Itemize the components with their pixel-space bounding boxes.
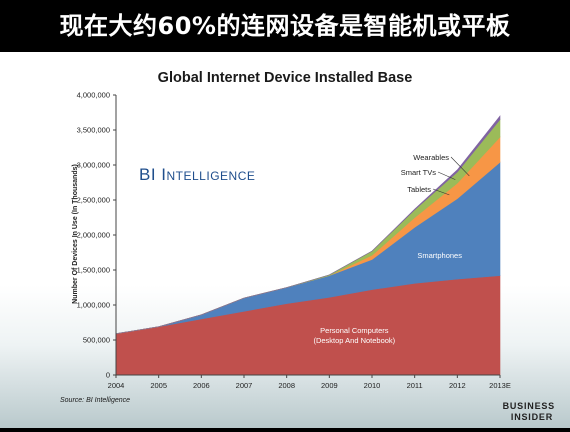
slide-title: 现在大约60%的连网设备是智能机或平板: [59, 11, 511, 40]
series-label: Smartphones: [417, 251, 462, 260]
x-tick-label: 2009: [321, 381, 338, 390]
chart-title: Global Internet Device Installed Base: [158, 70, 413, 86]
x-tick-label: 2013E: [489, 381, 511, 390]
y-axis-label: Number Of Devices In Use (In Thousands): [72, 164, 79, 304]
series-labels: Personal Computers (Desktop And Notebook)…: [313, 153, 470, 345]
y-tick-label: 2,500,000: [77, 196, 110, 205]
series-callout-line: [450, 156, 470, 177]
y-axis-ticks: 0 500,000 1,000,000 1,500,000 2,000,000 2,500…: [77, 91, 116, 380]
area-chart: Global Internet Device Installed Base BI…: [60, 70, 555, 422]
x-tick-label: 2010: [364, 381, 381, 390]
y-tick-label: 4,000,000: [77, 91, 110, 100]
chart-panel: Global Internet Device Installed Base BI…: [0, 52, 570, 428]
y-tick-label: 1,500,000: [77, 266, 110, 275]
watermark-text: BI Intelligence: [139, 165, 255, 184]
y-tick-label: 1,000,000: [77, 301, 110, 310]
x-tick-label: 2007: [236, 381, 253, 390]
y-tick-label: 2,000,000: [77, 231, 110, 240]
series-callout-line: [437, 171, 456, 180]
source-note: Source: BI Intelligence: [60, 397, 130, 404]
series-callout-line: [432, 188, 450, 196]
x-tick-label: 2012: [449, 381, 466, 390]
x-tick-label: 2006: [193, 381, 210, 390]
logo-business-insider-line2: INSIDER: [511, 412, 553, 422]
logo-business-insider: BUSINESS: [503, 401, 555, 411]
series-label: Tablets: [407, 185, 431, 194]
y-tick-label: 500,000: [83, 336, 110, 345]
x-tick-label: 2005: [150, 381, 167, 390]
series-area-wearables: [115, 115, 501, 334]
series-areas: [115, 115, 501, 376]
y-tick-label: 3,000,000: [77, 161, 110, 170]
series-label: Wearables: [413, 153, 449, 162]
x-tick-label: 2008: [278, 381, 295, 390]
series-label: Personal Computers (Desktop And Notebook): [313, 326, 395, 345]
y-tick-label: 0: [106, 371, 110, 380]
x-tick-label: 2004: [108, 381, 125, 390]
y-tick-label: 3,500,000: [77, 126, 110, 135]
x-axis-ticks: 2004 2005 2006 2007 2008 2009 2010 2011 2012 2013…: [108, 375, 511, 390]
x-tick-label: 2011: [407, 381, 423, 390]
series-label: Smart TVs: [401, 168, 437, 177]
